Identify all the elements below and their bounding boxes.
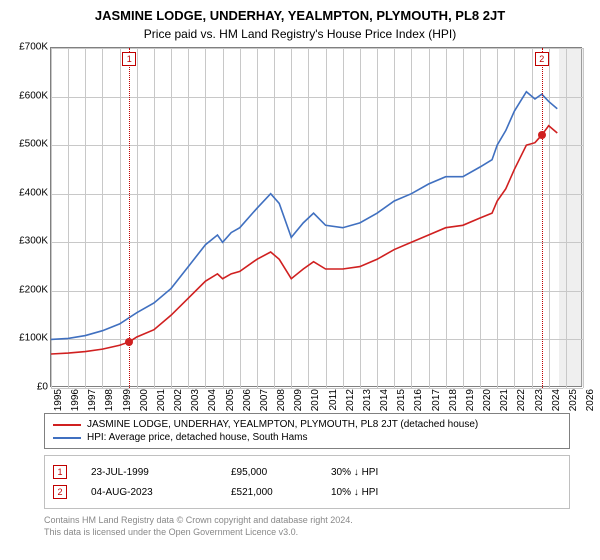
x-axis-label: 2003 xyxy=(190,389,201,411)
sale-delta: 30% ↓ HPI xyxy=(331,467,451,478)
y-axis-label: £200K xyxy=(6,284,48,295)
series-svg xyxy=(51,48,583,388)
x-axis-label: 1999 xyxy=(122,389,133,411)
series-line-hpi xyxy=(51,92,557,340)
x-axis-label: 2020 xyxy=(482,389,493,411)
legend-swatch-hpi xyxy=(53,437,81,439)
sale-marker-2: 2 xyxy=(53,485,67,499)
sale-price: £521,000 xyxy=(231,487,331,498)
x-axis-label: 2019 xyxy=(465,389,476,411)
y-axis-label: £300K xyxy=(6,236,48,247)
legend: JASMINE LODGE, UNDERHAY, YEALMPTON, PLYM… xyxy=(44,413,570,449)
x-axis-label: 2001 xyxy=(156,389,167,411)
x-axis-label: 1996 xyxy=(70,389,81,411)
x-axis-label: 2008 xyxy=(276,389,287,411)
chart-container: JASMINE LODGE, UNDERHAY, YEALMPTON, PLYM… xyxy=(0,0,600,560)
marker-box-1: 1 xyxy=(122,52,136,66)
sale-date: 04-AUG-2023 xyxy=(91,487,231,498)
x-axis-label: 2000 xyxy=(139,389,150,411)
sale-date: 23-JUL-1999 xyxy=(91,467,231,478)
legend-swatch-property xyxy=(53,424,81,426)
table-row: 2 04-AUG-2023 £521,000 10% ↓ HPI xyxy=(53,482,561,502)
legend-item-hpi: HPI: Average price, detached house, Sout… xyxy=(53,431,561,444)
x-axis-label: 1998 xyxy=(104,389,115,411)
x-axis-label: 2013 xyxy=(362,389,373,411)
sales-table: 1 23-JUL-1999 £95,000 30% ↓ HPI 2 04-AUG… xyxy=(44,455,570,509)
marker-line-2 xyxy=(542,48,543,388)
y-axis-label: £700K xyxy=(6,42,48,53)
x-axis-label: 2004 xyxy=(207,389,218,411)
y-axis-label: £500K xyxy=(6,139,48,150)
chart-title: JASMINE LODGE, UNDERHAY, YEALMPTON, PLYM… xyxy=(0,0,600,23)
x-axis-label: 2005 xyxy=(225,389,236,411)
legend-label-property: JASMINE LODGE, UNDERHAY, YEALMPTON, PLYM… xyxy=(87,419,478,430)
chart-area: 12 £0£100K£200K£300K£400K£500K£600K£700K… xyxy=(0,47,600,407)
y-axis-label: £600K xyxy=(6,90,48,101)
footer-line-1: Contains HM Land Registry data © Crown c… xyxy=(44,515,570,527)
x-axis-label: 2011 xyxy=(328,389,339,411)
x-axis-label: 2023 xyxy=(534,389,545,411)
sale-price: £95,000 xyxy=(231,467,331,478)
chart-subtitle: Price paid vs. HM Land Registry's House … xyxy=(0,23,600,47)
y-axis-label: £100K xyxy=(6,333,48,344)
x-axis-label: 2002 xyxy=(173,389,184,411)
gridline-v xyxy=(583,48,584,388)
x-axis-label: 2018 xyxy=(448,389,459,411)
x-axis-label: 1997 xyxy=(87,389,98,411)
x-axis-label: 2010 xyxy=(310,389,321,411)
x-axis-label: 2021 xyxy=(499,389,510,411)
x-axis-label: 1995 xyxy=(53,389,64,411)
x-axis-label: 2022 xyxy=(516,389,527,411)
sale-delta: 10% ↓ HPI xyxy=(331,487,451,498)
x-axis-label: 2026 xyxy=(585,389,596,411)
footer-line-2: This data is licensed under the Open Gov… xyxy=(44,527,570,539)
x-axis-label: 2015 xyxy=(396,389,407,411)
x-axis-label: 2012 xyxy=(345,389,356,411)
x-axis-label: 2024 xyxy=(551,389,562,411)
x-axis-label: 2007 xyxy=(259,389,270,411)
y-axis-label: £0 xyxy=(6,382,48,393)
table-row: 1 23-JUL-1999 £95,000 30% ↓ HPI xyxy=(53,462,561,482)
marker-dot-2 xyxy=(538,131,546,139)
x-axis-label: 2009 xyxy=(293,389,304,411)
legend-item-property: JASMINE LODGE, UNDERHAY, YEALMPTON, PLYM… xyxy=(53,418,561,431)
y-axis-label: £400K xyxy=(6,187,48,198)
sale-marker-1: 1 xyxy=(53,465,67,479)
x-axis-label: 2017 xyxy=(431,389,442,411)
x-axis-label: 2014 xyxy=(379,389,390,411)
x-axis-label: 2006 xyxy=(242,389,253,411)
marker-dot-1 xyxy=(125,338,133,346)
x-axis-label: 2016 xyxy=(413,389,424,411)
marker-box-2: 2 xyxy=(535,52,549,66)
plot-region: 12 xyxy=(50,47,582,387)
attribution-footer: Contains HM Land Registry data © Crown c… xyxy=(44,515,570,538)
x-axis-label: 2025 xyxy=(568,389,579,411)
legend-label-hpi: HPI: Average price, detached house, Sout… xyxy=(87,432,308,443)
